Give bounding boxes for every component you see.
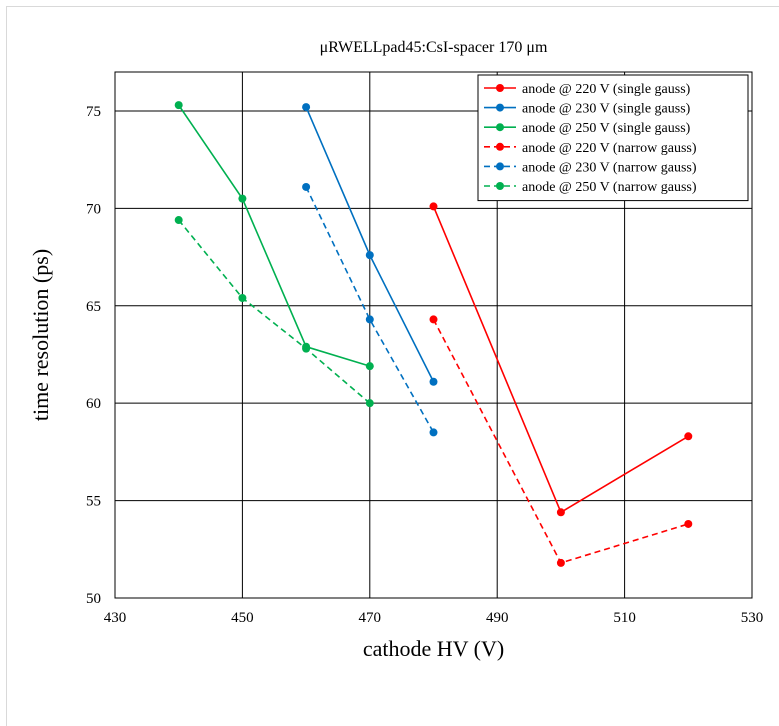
plot-area-border: [114, 71, 753, 599]
data-point: [238, 194, 247, 203]
data-point: [429, 377, 438, 386]
data-point: [556, 508, 565, 517]
x-tick-label: 530: [741, 610, 764, 626]
legend-item: anode @ 220 V (narrow gauss): [484, 141, 697, 156]
series-3: [174, 101, 374, 371]
data-point: [365, 399, 374, 408]
data-point: [684, 432, 693, 441]
legend-swatch-marker: [496, 142, 504, 151]
data-point: [556, 558, 565, 567]
legend-swatch-marker: [496, 162, 504, 171]
legend: anode @ 220 V (single gauss) anode @ 230 …: [477, 74, 749, 202]
data-point: [302, 344, 311, 353]
data-point: [429, 315, 438, 324]
series-line: [178, 104, 371, 367]
series-2: [302, 103, 438, 386]
x-tick-labels: 430 450 470 490 510 530: [104, 610, 764, 626]
legend-label: anode @ 250 V (narrow gauss): [522, 180, 697, 195]
series-line: [305, 186, 435, 433]
chart-frame: [6, 6, 779, 726]
legend-label: anode @ 250 V (single gauss): [522, 121, 691, 136]
y-tick-label: 55: [86, 494, 101, 510]
data-point: [302, 182, 311, 191]
legend-swatch-marker: [496, 84, 504, 92]
data-point: [365, 315, 374, 324]
x-axis-label: cathode HV (V): [363, 636, 504, 661]
legend-swatch-marker: [496, 103, 504, 112]
x-tick-label: 490: [486, 610, 509, 626]
legend-swatch-marker: [496, 123, 504, 132]
series-line: [178, 219, 371, 404]
legend-box: [477, 74, 749, 202]
series-1: [429, 202, 693, 517]
chart-title: μRWELLpad45:CsI-spacer 170 μm: [320, 39, 548, 56]
data-point: [238, 293, 247, 302]
x-tick-label: 510: [613, 610, 636, 626]
series-4: [429, 315, 693, 567]
legend-label: anode @ 230 V (narrow gauss): [522, 160, 697, 175]
series-line: [432, 319, 689, 564]
series-layer: [174, 101, 693, 567]
legend-label: anode @ 220 V (single gauss): [522, 82, 691, 97]
y-tick-label: 75: [86, 104, 101, 120]
y-tick-label: 70: [86, 201, 101, 217]
legend-swatch-marker: [496, 182, 504, 190]
series-6: [174, 216, 374, 408]
data-point: [365, 251, 374, 260]
y-tick-label: 65: [86, 299, 101, 315]
legend-item: anode @ 250 V (narrow gauss): [484, 180, 697, 195]
legend-label: anode @ 230 V (single gauss): [522, 102, 691, 117]
legend-item: anode @ 230 V (narrow gauss): [484, 160, 697, 175]
y-tick-label: 50: [86, 591, 101, 607]
legend-item: anode @ 250 V (single gauss): [484, 121, 691, 136]
legend-label: anode @ 220 V (narrow gauss): [522, 141, 697, 156]
y-axis-label: time resolution (ps): [28, 249, 53, 421]
y-tick-labels: 50 55 60 65 70 75: [86, 104, 101, 607]
x-tick-label: 470: [359, 610, 382, 626]
data-point: [174, 216, 183, 225]
data-point: [365, 362, 374, 371]
data-point: [684, 519, 693, 528]
data-point: [429, 202, 438, 211]
data-point: [302, 103, 311, 112]
series-line: [432, 206, 689, 514]
data-point: [429, 428, 438, 437]
y-tick-label: 60: [86, 396, 101, 412]
series-5: [302, 182, 438, 437]
x-tick-label: 450: [231, 610, 254, 626]
chart: 430 450 470 490 510 530 50 55 60 65 70 75 μRWELLpa…: [28, 39, 764, 661]
legend-item: anode @ 230 V (single gauss): [484, 102, 691, 117]
data-point: [174, 101, 183, 110]
x-tick-label: 430: [104, 610, 127, 626]
legend-item: anode @ 220 V (single gauss): [484, 82, 691, 97]
